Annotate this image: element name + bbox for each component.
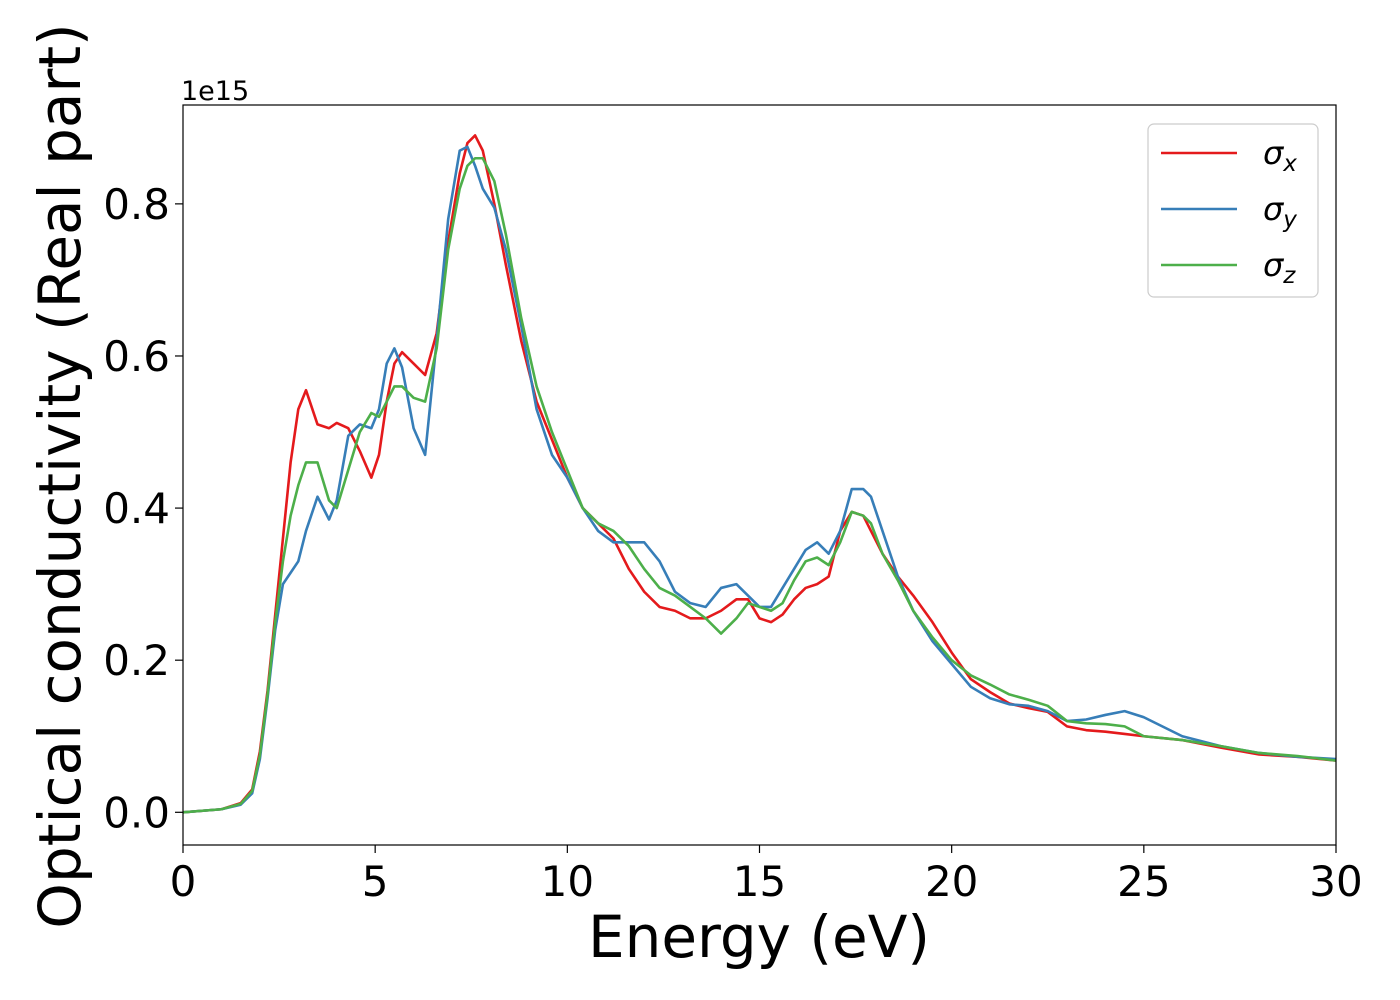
x-tick-label: 25 — [1117, 857, 1170, 906]
legend-box — [1147, 123, 1319, 298]
x-tick-label: 30 — [1309, 857, 1362, 906]
x-tick-label: 0 — [170, 857, 197, 906]
legend-label-y: σy — [1263, 190, 1297, 233]
y-axis-label: Optical conductivity (Real part) — [26, 23, 94, 928]
x-tick-label: 20 — [925, 857, 978, 906]
x-tick-label: 10 — [541, 857, 594, 906]
x-tick-label: 15 — [733, 857, 786, 906]
series-line-x — [183, 134, 1336, 814]
legend-label-z: σz — [1263, 246, 1296, 289]
x-axis: 0 5 10 15 20 25 30 — [170, 845, 1363, 906]
series-line-z — [183, 156, 1336, 814]
y-tick-label: 0.4 — [103, 484, 170, 533]
y-tick-label: 0.6 — [103, 332, 170, 381]
legend-label-x: σx — [1263, 134, 1297, 177]
legend: σx σy σz — [1147, 123, 1319, 298]
y-axis: 0.0 0.2 0.4 0.6 0.8 — [103, 180, 183, 837]
x-tick-label: 5 — [362, 857, 389, 906]
y-tick-label: 0.8 — [103, 180, 170, 229]
y-tick-label: 0.2 — [103, 636, 170, 685]
series-line-y — [183, 145, 1336, 814]
y-tick-label: 0.0 — [103, 788, 170, 837]
y-axis-offset-text: 1e15 — [181, 76, 249, 107]
x-axis-label: Energy (eV) — [588, 903, 930, 971]
series-layer — [183, 134, 1336, 814]
